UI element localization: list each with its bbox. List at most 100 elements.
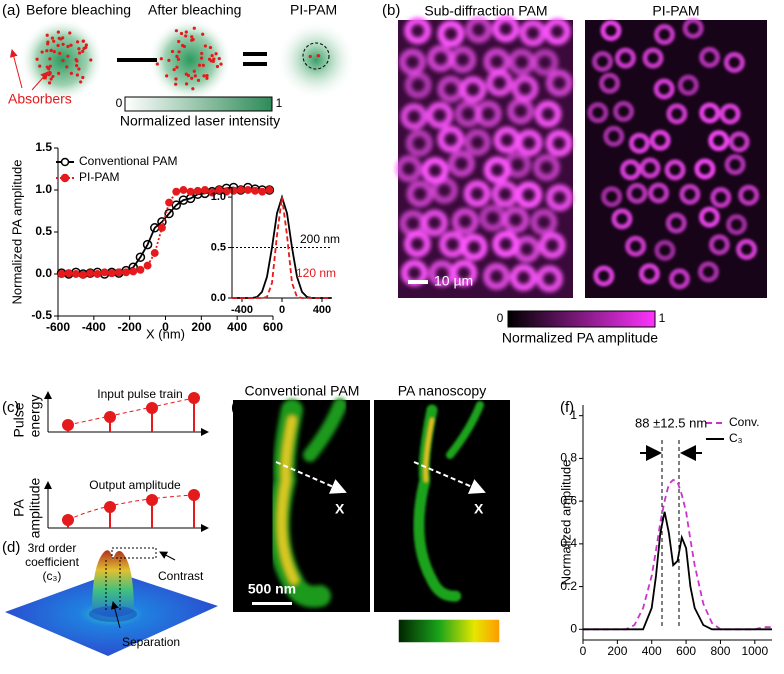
data-point (64, 269, 73, 278)
absorber (75, 40, 80, 44)
legend-label: Conv. (729, 415, 759, 429)
data-point (193, 186, 202, 195)
absorber (199, 56, 204, 60)
y-tick-label: 0.0 (35, 266, 52, 280)
absorber (68, 31, 72, 35)
cell (545, 129, 573, 157)
absorber (210, 53, 214, 58)
absorber (208, 45, 213, 50)
cell (507, 97, 535, 125)
cell (697, 261, 719, 283)
cell (665, 212, 687, 234)
absorber (308, 54, 312, 59)
absorber (205, 74, 209, 78)
absorber (35, 57, 39, 61)
cell (483, 262, 511, 290)
cell (628, 132, 650, 154)
absorber (159, 57, 163, 61)
colorbar-max: 1 (659, 311, 666, 325)
equals-sign (243, 52, 267, 56)
cell (437, 20, 465, 48)
cell (593, 265, 615, 287)
absorber (49, 48, 53, 52)
absorber (316, 54, 320, 58)
y-axis-title: Normalized amplitude (558, 460, 573, 586)
colorbar-title: Normalized PA amplitude (502, 330, 658, 346)
cell (515, 129, 543, 157)
cell (666, 103, 688, 125)
cell (653, 24, 675, 46)
profile-line (413, 461, 486, 494)
absorber (165, 74, 169, 78)
absorber (190, 76, 194, 80)
absorber (174, 77, 178, 81)
caption: PI-PAM (290, 2, 337, 18)
panel-label: (f) (560, 399, 574, 416)
absorber (192, 69, 196, 73)
data-point (93, 270, 102, 278)
cell (648, 182, 670, 204)
data-point (251, 186, 260, 195)
colorbar-min: 0 (497, 311, 504, 325)
x-tick-label: 200 (191, 320, 211, 334)
absorber (51, 74, 55, 79)
cell (437, 125, 465, 153)
absorber (75, 73, 80, 77)
x-tick-label: -200 (118, 320, 142, 334)
cell-rings (395, 15, 574, 293)
cell (405, 129, 433, 157)
marker-label: X (335, 501, 345, 517)
cell (620, 159, 642, 181)
y-tick-label: 1.0 (211, 191, 226, 203)
y-tick-label: 0.6 (560, 493, 577, 507)
absorber (181, 43, 185, 48)
data-point (179, 186, 188, 194)
cell (535, 265, 563, 293)
absorber (192, 26, 196, 30)
y-tick-label: 1.5 (35, 140, 52, 154)
cell (649, 129, 671, 151)
colorbar-min: 0 (116, 96, 123, 110)
cell (426, 101, 454, 129)
annotation: Absorbers (8, 91, 72, 107)
series-line (61, 186, 270, 275)
y-tick-label: 0.4 (560, 536, 577, 550)
absorber (89, 58, 93, 62)
cell (613, 100, 635, 122)
series-line (583, 511, 772, 631)
cell (531, 48, 559, 76)
absorber (179, 31, 184, 36)
cell (543, 18, 571, 46)
caption: Sub-diffraction PAM (424, 3, 547, 19)
caption: After bleaching (148, 2, 241, 18)
cell (614, 47, 636, 69)
legend-label: Conventional PAM (79, 154, 178, 168)
data-point (200, 186, 209, 194)
y-tick-label: 1 (570, 408, 577, 422)
absorber (61, 42, 65, 46)
absorber (177, 39, 181, 44)
absorber (38, 64, 42, 68)
absorber (56, 30, 60, 34)
legend-label: C₃ (729, 431, 743, 445)
cell (502, 206, 530, 234)
cell (592, 51, 614, 73)
cell (654, 239, 676, 261)
axis-title: (c₃) (43, 569, 62, 583)
x-tick-label: 400 (313, 304, 331, 316)
panel-a-schematic (9, 18, 356, 112)
absorber (175, 65, 179, 69)
y-tick-label: 0.0 (211, 292, 226, 304)
absorber (184, 72, 188, 76)
cell (546, 184, 574, 212)
absorber (202, 74, 206, 78)
absorber (61, 58, 65, 63)
absorber (190, 38, 194, 42)
cell (460, 233, 488, 261)
cell (601, 186, 623, 208)
cell (611, 208, 633, 230)
colorbar-min: 0 (383, 623, 391, 639)
absorber (174, 82, 178, 86)
absorber (45, 33, 49, 37)
